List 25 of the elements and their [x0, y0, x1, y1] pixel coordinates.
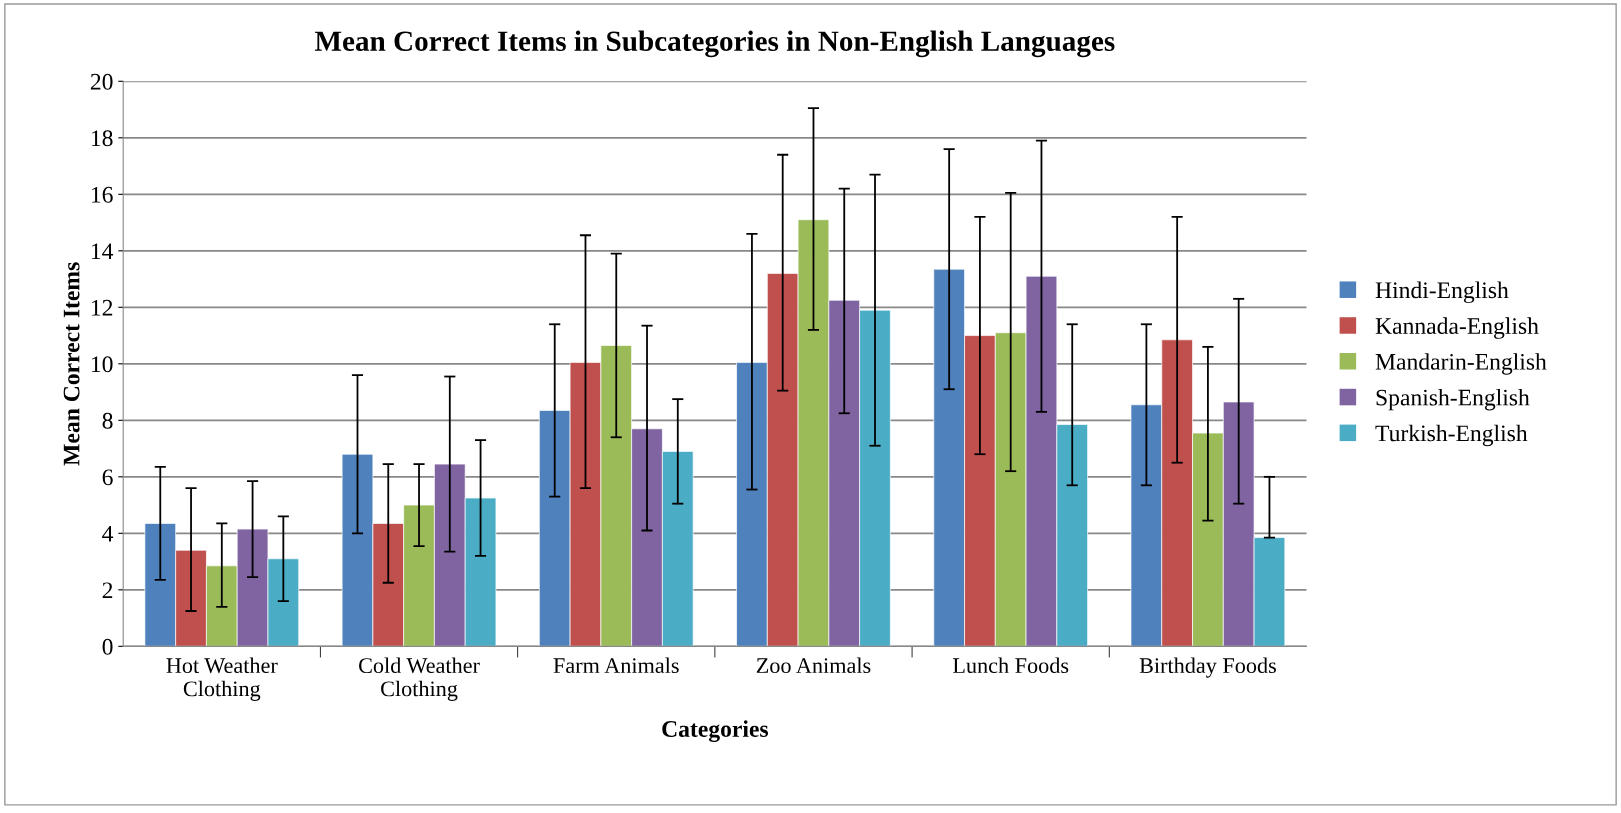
y-tick-label: 18: [91, 130, 113, 147]
y-tick-label: 14: [91, 243, 114, 259]
y-tick-label: 4: [102, 525, 114, 542]
x-tick-label: Farm Animals: [553, 657, 679, 674]
x-tick-label: Cold Weather Clothing: [359, 657, 480, 701]
y-tick-label: 0: [102, 638, 113, 655]
y-tick-label: 2: [102, 582, 113, 599]
x-tick-label: Lunch Foods: [953, 657, 1069, 674]
legend-label: Mandarin-English: [1375, 353, 1547, 375]
y-tick-label: 20: [90, 73, 113, 90]
legend-label: Kannada-English: [1375, 317, 1539, 339]
y-tick-label: 6: [102, 469, 113, 486]
legend-label: Turkish-English: [1375, 424, 1528, 447]
legend-label: Hindi-English: [1375, 281, 1509, 304]
chart-title: Mean Correct Items in Subcategories in Non-English Languages: [314, 30, 1115, 58]
y-tick-label: 10: [91, 356, 113, 373]
y-tick-label: 8: [102, 412, 113, 429]
y-tick-label: 12: [91, 299, 113, 316]
x-tick-label: Birthday Foods: [1139, 657, 1276, 678]
x-tick-label: Zoo Animals: [756, 657, 871, 674]
y-axis-title: Mean Correct Items: [63, 262, 80, 466]
y-tick-label: 16: [91, 186, 113, 203]
x-tick-label: Hot Weather Clothing: [166, 657, 278, 701]
x-axis-title: Categories: [662, 720, 769, 742]
legend-label: Spanish-English: [1376, 388, 1530, 411]
